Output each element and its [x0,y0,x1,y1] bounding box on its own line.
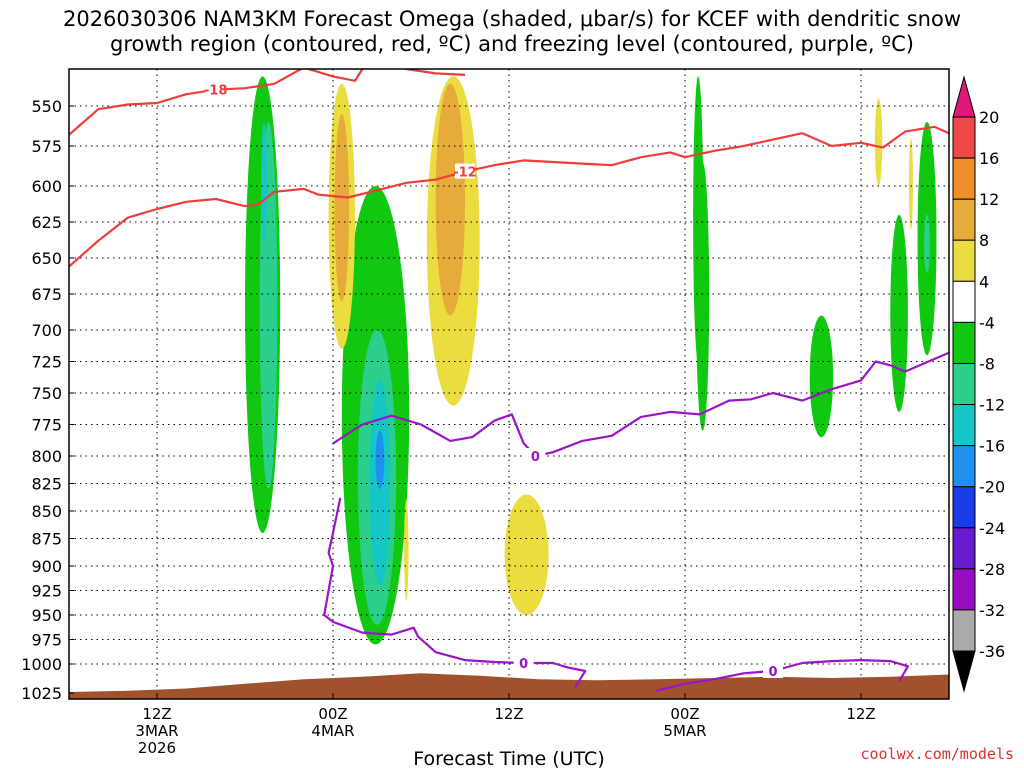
colorbar-label: -8 [979,355,995,374]
colorbar-bin [952,363,976,406]
y-tick-label: 600 [31,177,62,196]
omega-region [435,83,465,316]
colorbar-label: 16 [979,149,999,168]
freezing-contour-label: 0 [763,663,783,680]
colorbar-bin [952,280,976,323]
omega-region [924,214,930,273]
colorbar-label: -24 [979,519,1005,538]
omega-region [874,98,883,186]
x-tick-label: 12Z [846,705,875,723]
colorbar-label: 4 [979,272,989,291]
y-tick-label: 800 [31,447,62,466]
plot-area: -18 -12 0 0 0 [69,69,949,699]
x-axis-title: Forecast Time (UTC) [413,748,604,768]
freezing-contour-label: 0 [513,655,534,672]
dgz-contour-label: -12 [453,163,477,181]
svg-text:-18: -18 [204,84,228,99]
colorbar-bin [952,198,976,241]
dgz-contour-label: -18 [204,81,228,99]
y-tick-label: 575 [31,137,62,156]
freezing-contour [323,497,587,688]
x-tick-label: 12Z [142,705,171,723]
colorbar-label: 12 [979,190,999,209]
freezing-contour [332,351,949,458]
colorbar-bin [952,157,976,200]
colorbar-bin [952,568,976,611]
x-tick-label: 12Z [494,705,523,723]
x-tick-label: 00Z [318,705,347,723]
omega-region [890,214,908,412]
y-tick-label: 550 [31,97,62,116]
y-tick-label: 925 [31,582,62,601]
svg-text:-12: -12 [453,166,477,181]
y-tick-label: 750 [31,384,62,403]
chart-title-line1: 2026030306 NAM3KM Forecast Omega (shaded… [63,7,961,31]
dgz-contour [69,69,466,136]
omega-region [261,122,267,244]
omega-region [334,114,350,302]
x-tick-label: 00Z [670,705,699,723]
colorbar-label: 20 [979,108,999,127]
omega-shading [245,76,937,645]
colorbar-label: -20 [979,478,1005,497]
terrain [69,673,949,699]
colorbar-label: -12 [979,396,1005,415]
y-tick-label: 650 [31,249,62,268]
colorbar-label: -28 [979,560,1005,579]
colorbar-bin [952,445,976,488]
colorbar-min-arrow [952,650,976,693]
terrain-fill [69,673,949,699]
x-tick-date: 4MAR [311,722,354,740]
contours: -18 -12 0 0 0 [69,69,949,692]
colorbar-bin [952,404,976,447]
colorbar-label: -32 [979,601,1005,620]
y-tick-label: 875 [31,530,62,549]
colorbar-bin [952,609,976,652]
y-tick-label: 950 [31,606,62,625]
x-tick-year: 2026 [138,739,176,757]
y-tick-label: 1025 [21,684,62,703]
y-tick-label: 625 [31,213,62,232]
colorbar-label: -4 [979,313,995,332]
omega-region [809,315,834,438]
freezing-contour-label: 0 [525,448,546,465]
colorbar-label: 8 [979,231,989,250]
svg-text:0: 0 [768,665,777,680]
omega-region [504,494,549,616]
y-tick-label: 725 [31,353,62,372]
dgz-contour [69,125,949,268]
y-tick-label: 1000 [21,655,62,674]
y-tick-label: 975 [31,631,62,650]
omega-region [908,138,913,230]
colorbar-label: -36 [979,642,1005,661]
freezing-contour [655,659,909,692]
y-axis: 550 575 600 625 650 675 700 725 750 775 800 825 850 8… [21,97,74,703]
colorbar-bin [952,486,976,529]
svg-text:0: 0 [519,657,528,672]
y-tick-label: 825 [31,475,62,494]
omega-region [696,162,710,431]
svg-text:0: 0 [531,450,540,465]
colorbar-bin [952,116,976,159]
colorbar-max-arrow [952,75,976,118]
y-tick-label: 675 [31,285,62,304]
y-tick-label: 700 [31,321,62,340]
colorbar: 20 16 12 8 4 -4 -8 -12 -16 -20 -24 -28 -32 -36 [952,75,1005,693]
colorbar-bin [952,321,976,364]
colorbar-label: -16 [979,437,1005,456]
colorbar-bin [952,527,976,570]
y-tick-label: 850 [31,502,62,521]
x-tick-date: 3MAR [135,722,178,740]
x-tick-date: 5MAR [663,722,706,740]
credit-label: coolwx.com/models [860,745,1014,763]
y-tick-label: 775 [31,416,62,435]
chart-title-line2: growth region (contoured, red, ºC) and f… [110,32,914,56]
y-tick-label: 900 [31,557,62,576]
colorbar-bin [952,239,976,282]
omega-region [404,499,409,601]
omega-region [375,430,385,489]
